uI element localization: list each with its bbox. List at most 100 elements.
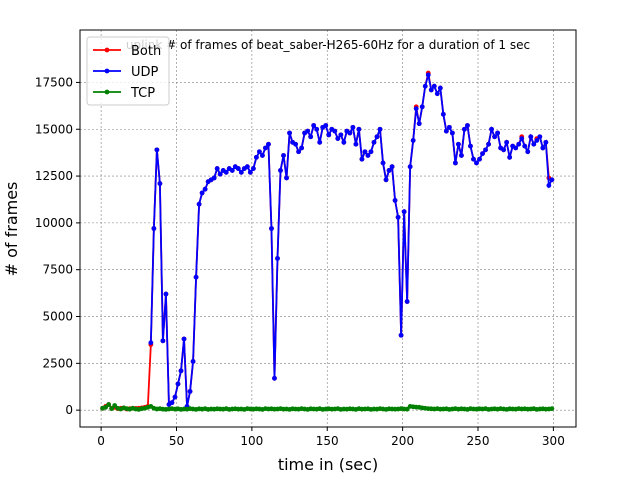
data-point xyxy=(311,123,317,128)
data-point xyxy=(492,134,497,140)
data-point xyxy=(253,154,259,160)
data-point xyxy=(489,126,494,132)
y-axis-label: # of frames xyxy=(2,182,21,277)
data-point xyxy=(175,381,181,387)
data-point xyxy=(193,274,199,280)
data-point xyxy=(531,141,537,147)
data-point xyxy=(519,136,525,142)
data-point xyxy=(416,121,422,127)
data-point xyxy=(296,149,302,155)
data-point xyxy=(347,130,353,136)
data-point xyxy=(266,141,271,147)
data-point xyxy=(341,139,347,145)
data-point xyxy=(522,143,528,149)
data-point xyxy=(422,83,428,89)
legend-label: TCP xyxy=(130,86,155,101)
data-point xyxy=(483,147,488,153)
data-point xyxy=(109,406,115,412)
data-point xyxy=(247,169,253,175)
data-point xyxy=(250,166,256,171)
data-point xyxy=(516,141,522,147)
data-point xyxy=(223,169,229,175)
data-point xyxy=(449,130,455,136)
data-point xyxy=(404,406,410,412)
data-point xyxy=(507,154,513,160)
data-point xyxy=(383,177,389,183)
data-point xyxy=(308,134,314,140)
data-point xyxy=(163,291,169,297)
data-point xyxy=(217,171,223,177)
x-tick-label: 250 xyxy=(467,434,490,448)
y-tick-label: 17500 xyxy=(35,75,73,89)
data-point xyxy=(440,111,446,117)
data-point xyxy=(365,153,371,158)
data-point xyxy=(389,164,395,170)
legend-marker xyxy=(104,68,110,74)
y-tick-label: 15000 xyxy=(35,122,73,136)
x-tick-label: 200 xyxy=(391,434,414,448)
data-point xyxy=(543,139,549,145)
data-point xyxy=(257,149,262,155)
data-point xyxy=(456,141,461,147)
x-axis-label: time in (sec) xyxy=(278,455,378,474)
data-point xyxy=(305,128,311,134)
data-point xyxy=(465,123,470,128)
data-point xyxy=(392,198,398,203)
data-point xyxy=(187,389,193,394)
data-point xyxy=(272,375,277,381)
x-tick-label: 0 xyxy=(97,434,105,448)
data-point xyxy=(525,149,531,155)
data-point xyxy=(190,359,196,364)
data-point xyxy=(214,166,220,171)
data-point xyxy=(368,149,374,155)
data-point xyxy=(446,124,452,130)
data-point xyxy=(398,332,404,338)
series-line xyxy=(149,74,553,407)
data-point xyxy=(154,147,160,153)
legend-marker xyxy=(104,89,110,95)
data-point xyxy=(151,226,157,231)
data-point xyxy=(410,138,416,143)
data-point xyxy=(263,145,268,151)
legend-label: UDP xyxy=(131,65,159,80)
data-point xyxy=(178,368,184,374)
plot-frame xyxy=(79,29,577,428)
chart-title: uplink # of frames of beat_saber-H265-60… xyxy=(126,38,530,52)
y-tick-label: 12500 xyxy=(35,169,73,183)
x-tick-label: 50 xyxy=(169,434,184,448)
data-point xyxy=(317,139,323,145)
data-point xyxy=(549,177,555,183)
data-point xyxy=(401,209,407,215)
data-point xyxy=(103,404,109,410)
data-point xyxy=(323,123,329,128)
data-point xyxy=(160,338,166,344)
legend-box xyxy=(86,36,170,106)
data-point xyxy=(112,403,118,408)
data-point xyxy=(425,72,431,78)
data-point xyxy=(196,201,202,207)
data-point xyxy=(181,336,187,342)
data-point xyxy=(229,168,235,173)
data-point xyxy=(413,106,419,112)
data-point xyxy=(299,145,305,151)
data-point xyxy=(326,132,332,138)
data-point xyxy=(148,340,154,346)
data-point xyxy=(380,160,386,166)
legend-label: Both xyxy=(131,44,161,59)
data-point xyxy=(462,126,467,132)
data-point xyxy=(371,139,377,145)
data-point xyxy=(474,160,479,166)
y-tick-label: 7500 xyxy=(42,263,73,277)
data-point xyxy=(540,145,546,151)
data-point xyxy=(428,87,434,93)
data-point xyxy=(260,153,265,158)
data-point xyxy=(407,164,413,170)
data-point xyxy=(353,141,359,147)
data-point xyxy=(238,169,244,175)
data-point xyxy=(549,406,555,412)
data-point xyxy=(437,85,443,91)
data-point xyxy=(495,130,501,136)
data-point xyxy=(471,156,476,162)
x-tick-label: 100 xyxy=(240,434,263,448)
data-point xyxy=(395,214,401,220)
